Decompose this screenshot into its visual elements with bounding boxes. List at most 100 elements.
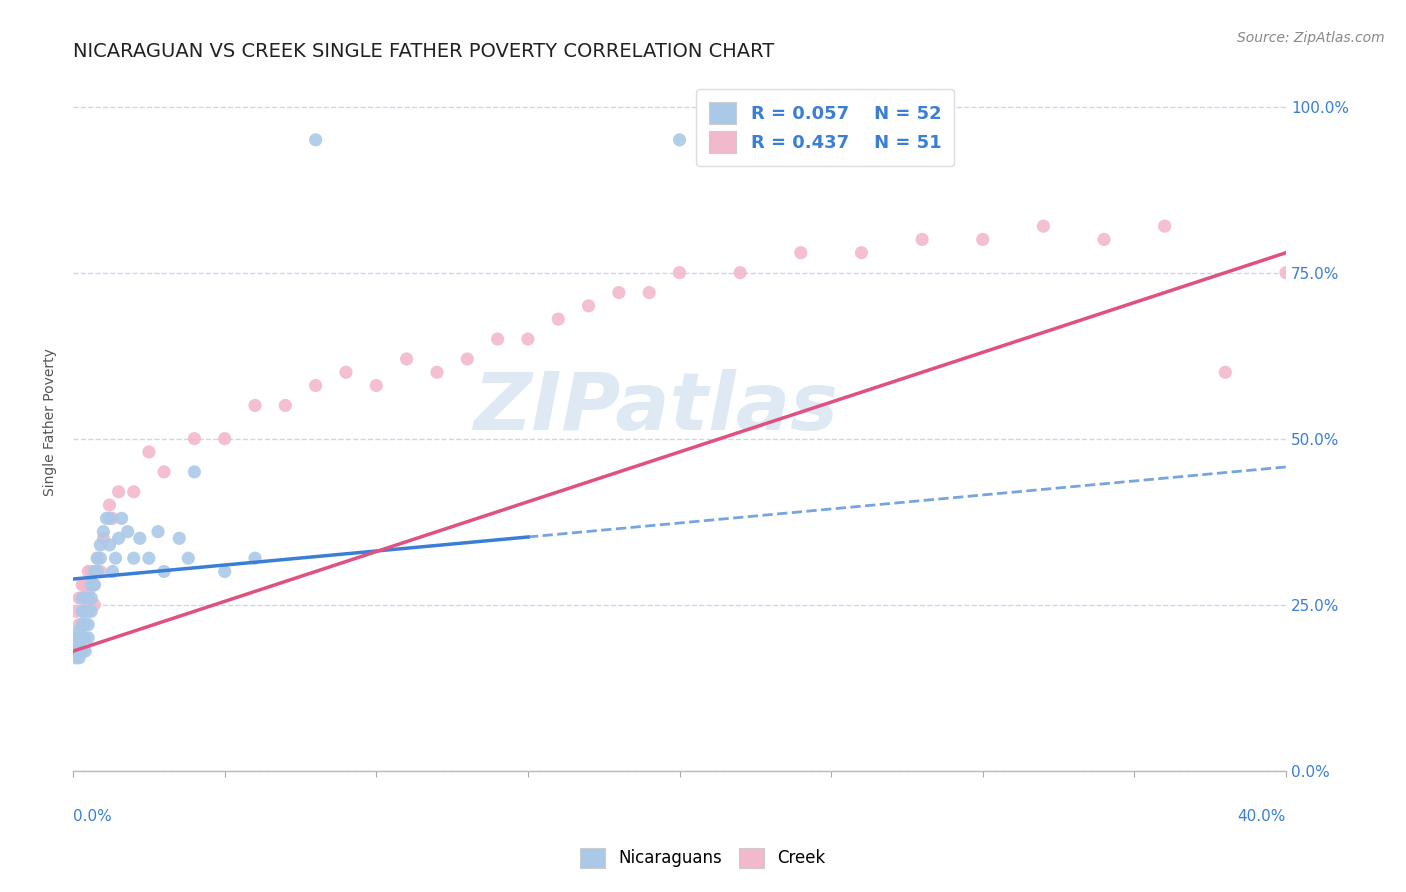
Point (607, 285, 630, 300)
Point (98, 498, 121, 512)
Point (138, 551, 160, 566)
Point (183, 432, 205, 446)
Point (77, 565, 100, 579)
Point (851, 245, 873, 260)
Point (167, 531, 190, 545)
Point (77, 591, 100, 605)
Point (70, 617, 93, 632)
Point (486, 332, 509, 346)
Point (77, 584, 100, 599)
Point (80, 578, 103, 592)
Point (177, 551, 200, 566)
Text: Source: ZipAtlas.com: Source: ZipAtlas.com (1237, 31, 1385, 45)
Point (65, 644, 87, 658)
Point (101, 565, 124, 579)
Point (70, 604, 93, 618)
Point (214, 565, 236, 579)
Point (77, 604, 100, 618)
Point (86, 551, 108, 566)
Point (98, 511, 121, 525)
Point (83, 598, 105, 612)
Point (93, 531, 115, 545)
Point (128, 531, 150, 545)
Point (1032, 219, 1054, 234)
Point (547, 312, 569, 326)
Point (107, 484, 129, 499)
Point (65, 638, 87, 652)
Point (243, 551, 266, 566)
Point (335, 365, 357, 379)
Legend: Nicaraguans, Creek: Nicaraguans, Creek (574, 841, 832, 875)
Point (75, 644, 97, 658)
Point (122, 551, 145, 566)
Point (80, 604, 103, 618)
Point (77, 598, 100, 612)
Point (89, 551, 111, 566)
Point (395, 351, 418, 366)
Point (1092, 232, 1115, 246)
Point (89, 565, 111, 579)
Point (426, 365, 449, 379)
Point (80, 578, 103, 592)
Point (107, 531, 129, 545)
Point (77, 631, 100, 645)
Point (83, 578, 105, 592)
Point (668, 133, 690, 147)
Point (146, 524, 169, 539)
Point (67, 617, 90, 632)
Point (104, 551, 127, 566)
Point (214, 432, 236, 446)
Point (75, 604, 97, 618)
Point (86, 565, 108, 579)
Point (67, 624, 90, 639)
Point (89, 538, 111, 552)
Point (67, 644, 90, 658)
Point (578, 299, 600, 313)
Point (80, 565, 103, 579)
Point (305, 378, 328, 392)
Point (83, 578, 105, 592)
Point (183, 465, 205, 479)
Point (77, 617, 100, 632)
Point (75, 591, 97, 605)
Point (153, 565, 176, 579)
Point (1153, 219, 1175, 234)
Point (70, 604, 93, 618)
Point (110, 511, 132, 525)
Point (70, 591, 93, 605)
Point (1213, 365, 1236, 379)
Point (65, 650, 87, 665)
Point (911, 232, 934, 246)
Point (122, 484, 145, 499)
Point (138, 445, 160, 459)
Point (86, 551, 108, 566)
Point (75, 617, 97, 632)
Point (972, 232, 994, 246)
Point (75, 578, 97, 592)
Point (366, 378, 388, 392)
Point (75, 631, 97, 645)
Text: 0.0%: 0.0% (73, 809, 112, 824)
Point (153, 465, 176, 479)
Point (67, 650, 90, 665)
Point (516, 332, 538, 346)
Point (70, 644, 93, 658)
Point (1275, 266, 1298, 280)
Legend: R = 0.057    N = 52, R = 0.437    N = 51: R = 0.057 N = 52, R = 0.437 N = 51 (696, 89, 953, 166)
Point (67, 638, 90, 652)
Point (274, 399, 297, 413)
Point (70, 631, 93, 645)
Text: 40.0%: 40.0% (1237, 809, 1286, 824)
Point (790, 245, 813, 260)
Point (668, 266, 690, 280)
Point (728, 266, 751, 280)
Point (80, 591, 103, 605)
Point (67, 591, 90, 605)
Point (456, 351, 478, 366)
Point (98, 538, 121, 552)
Y-axis label: Single Father Poverty: Single Father Poverty (44, 348, 58, 496)
Point (638, 285, 661, 300)
Text: ZIPatlas: ZIPatlas (472, 369, 838, 447)
Point (65, 631, 87, 645)
Point (65, 631, 87, 645)
